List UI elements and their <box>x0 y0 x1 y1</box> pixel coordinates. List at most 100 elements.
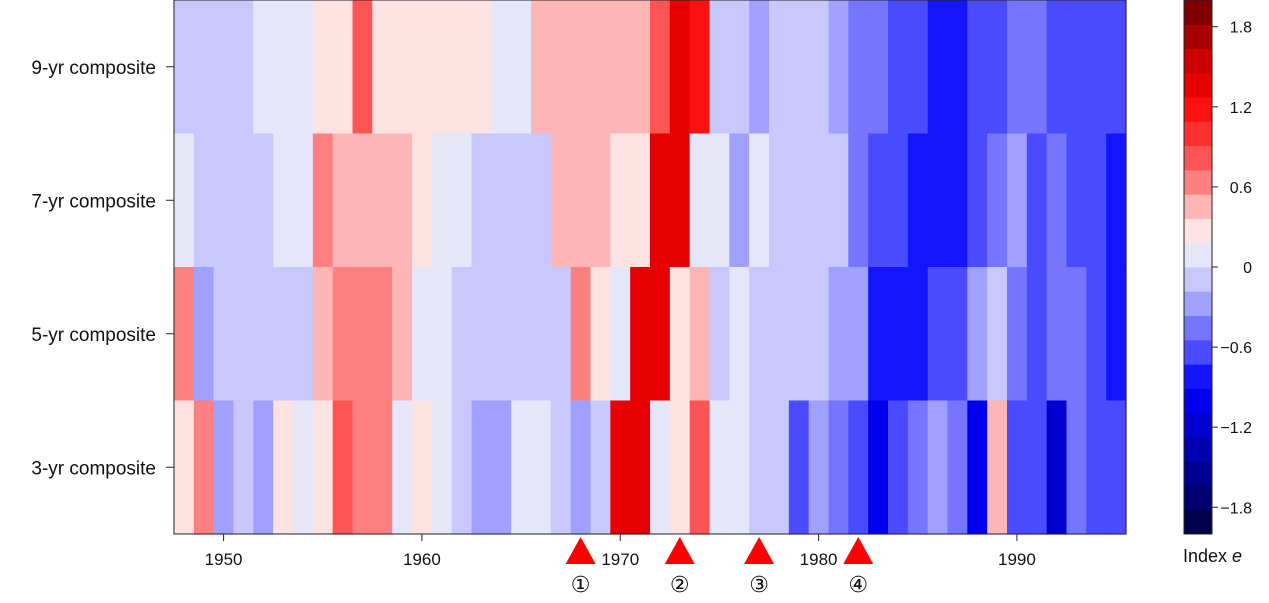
heatmap-cell <box>431 133 453 268</box>
heatmap-cell <box>848 0 869 135</box>
colorbar-segment <box>1184 218 1212 244</box>
heatmap-cell <box>808 0 830 135</box>
heatmap-cell <box>967 400 988 535</box>
heatmap-cell <box>352 400 373 535</box>
colorbar-tick-label: −1.8 <box>1220 500 1252 517</box>
heatmap-cell <box>967 267 988 402</box>
heatmap-cell <box>808 400 830 535</box>
colorbar-segment <box>1184 315 1212 341</box>
heatmap-cell <box>1046 0 1068 135</box>
heatmap-cell <box>788 133 810 268</box>
heatmap-cell <box>412 400 433 535</box>
colorbar-segment <box>1184 121 1212 147</box>
heatmap-cell <box>630 133 651 268</box>
y-tick-label: 7-yr composite <box>31 191 156 212</box>
heatmap-cell <box>1007 400 1028 535</box>
heatmap-cell <box>412 0 433 135</box>
heatmap-cell <box>431 0 453 135</box>
heatmap-cell <box>372 267 393 402</box>
heatmap-cell <box>471 133 492 268</box>
heatmap-cell <box>392 0 413 135</box>
heatmap-cell <box>491 0 512 135</box>
heatmap-cell <box>213 133 235 268</box>
heatmap-cell <box>1086 133 1107 268</box>
heatmap-cell <box>1007 133 1028 268</box>
heatmap-cell <box>332 0 354 135</box>
heatmap-cell <box>531 267 552 402</box>
heatmap-cell <box>650 400 671 535</box>
heatmap-cell <box>769 267 790 402</box>
heatmap-cell <box>729 267 750 402</box>
heatmap-cell <box>293 133 314 268</box>
heatmap-cell <box>491 400 512 535</box>
heatmap-cell <box>610 267 631 402</box>
heatmap-cell <box>213 400 235 535</box>
heatmap-cell <box>669 133 691 268</box>
event-marker-label: ③ <box>749 572 769 597</box>
x-axis: 1950 1960 1970 1980 1990 <box>205 534 1036 569</box>
colorbar-segment <box>1184 267 1212 292</box>
heatmap-cell <box>868 0 889 135</box>
event-markers: ① ② ③ ④ <box>565 537 874 597</box>
colorbar-segment <box>1184 242 1212 268</box>
heatmap-cell <box>590 133 611 268</box>
heatmap-cell <box>1086 0 1107 135</box>
heatmap-cell <box>193 267 215 402</box>
heatmap-cell <box>471 267 492 402</box>
heatmap-cell <box>788 400 810 535</box>
heatmap-cell <box>907 133 929 268</box>
heatmap-cell <box>193 133 215 268</box>
heatmap-cell <box>174 400 195 535</box>
heatmap-cell <box>451 267 473 402</box>
heatmap-cell <box>273 0 294 135</box>
heatmap-cell <box>868 267 889 402</box>
colorbar-tick-label: 1.2 <box>1230 100 1252 117</box>
heatmap-cell <box>253 267 274 402</box>
heatmap-cell <box>531 400 552 535</box>
colorbar-tick-label: −0.6 <box>1220 340 1252 357</box>
colorbar-segment <box>1184 485 1212 511</box>
heatmap-cell <box>312 400 334 535</box>
heatmap-cell <box>511 267 532 402</box>
heatmap-cell <box>412 133 433 268</box>
heatmap-cell <box>769 133 790 268</box>
x-tick-label: 1990 <box>998 550 1036 569</box>
heatmap-cell <box>1026 400 1048 535</box>
heatmap-cell <box>987 400 1008 535</box>
heatmap-cell <box>213 0 235 135</box>
heatmap-cell <box>412 267 433 402</box>
heatmap-cell <box>967 133 988 268</box>
heatmap-cell <box>868 133 889 268</box>
colorbar-segment <box>1184 291 1212 317</box>
plot-frame <box>173 0 1127 535</box>
heatmap-cell <box>788 267 810 402</box>
heatmap-cell <box>709 0 730 135</box>
heatmap-cell <box>947 267 968 402</box>
colorbar-title: Index e <box>1183 546 1242 566</box>
heatmap-cell <box>570 0 592 135</box>
event-marker-triangle <box>565 537 596 564</box>
heatmap-cell <box>987 267 1008 402</box>
heatmap-cell <box>669 267 691 402</box>
heatmap-cell <box>828 400 849 535</box>
heatmap-cell <box>927 400 949 535</box>
colorbar-segment <box>1184 339 1212 365</box>
heatmap-cell <box>1026 133 1048 268</box>
heatmap-cell <box>788 0 810 135</box>
heatmap-cell <box>511 0 532 135</box>
heatmap-cell <box>689 400 711 535</box>
heatmap-cell <box>1086 267 1107 402</box>
heatmap-cells <box>174 0 1127 535</box>
heatmap-cell <box>888 0 909 135</box>
heatmap-cell <box>729 400 750 535</box>
heatmap-cell <box>451 0 473 135</box>
heatmap-cell <box>451 400 473 535</box>
heatmap-cell <box>531 133 552 268</box>
heatmap-cell <box>352 0 373 135</box>
event-marker-triangle <box>744 537 775 564</box>
heatmap-cell <box>907 267 929 402</box>
heatmap-cell <box>689 133 711 268</box>
heatmap-cell <box>253 0 274 135</box>
heatmap-cell <box>392 133 413 268</box>
